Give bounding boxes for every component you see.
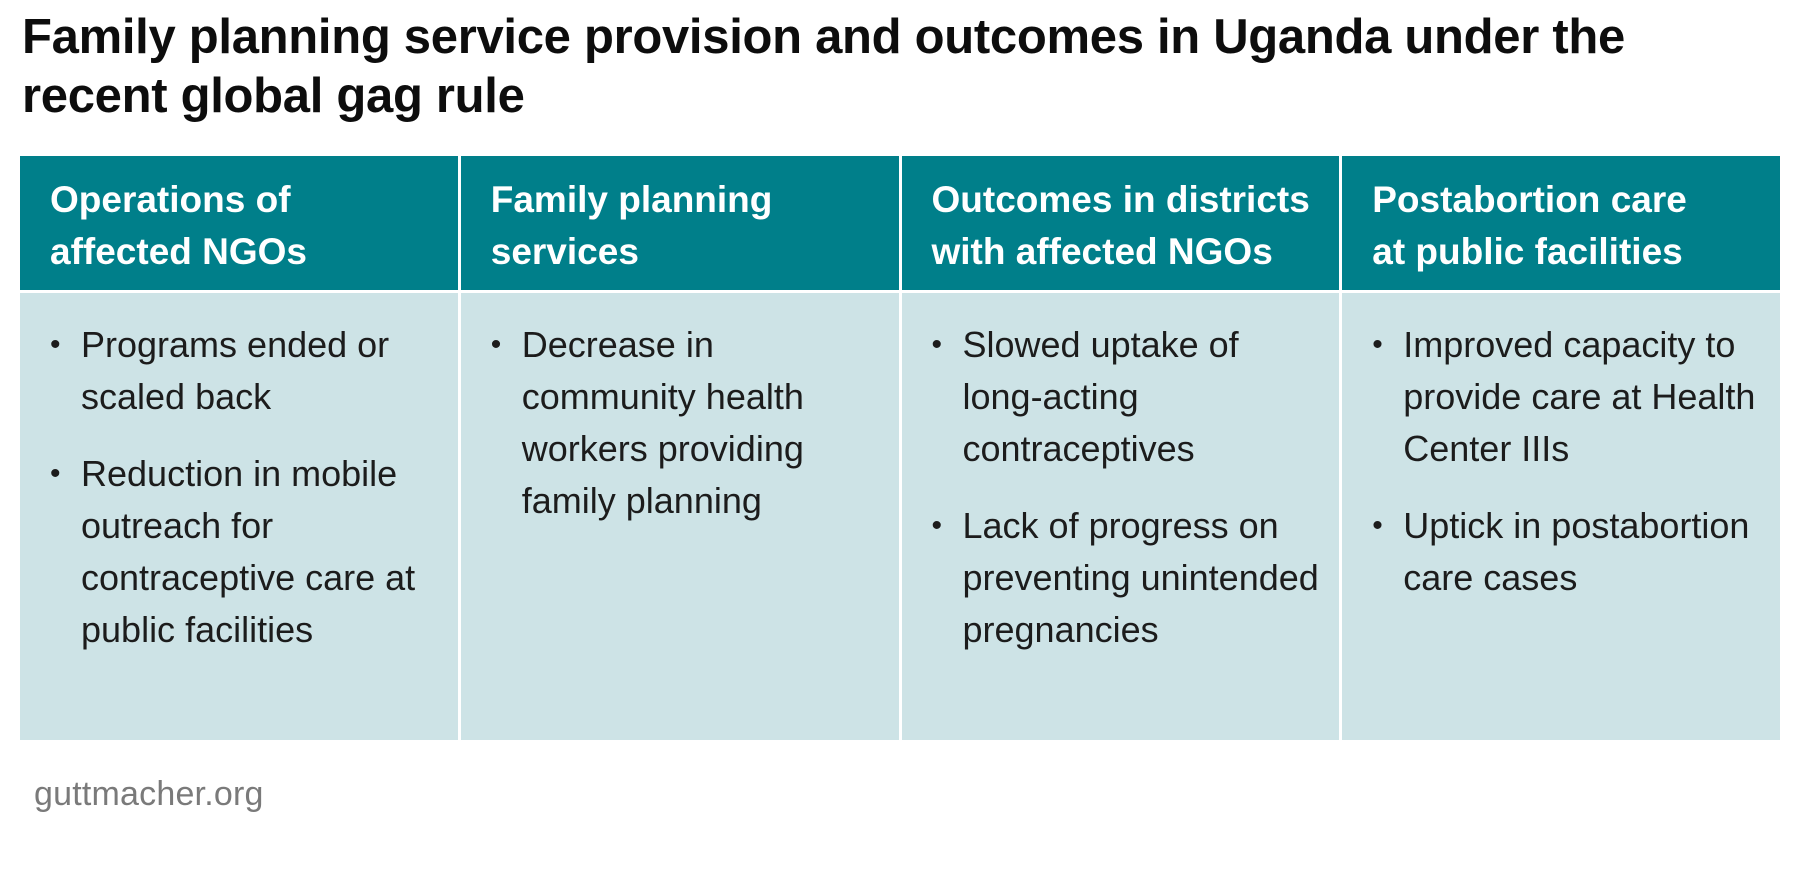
- column-header-line: services: [490, 231, 639, 272]
- bullet-list: • Improved capacity to provide care at H…: [1372, 319, 1762, 604]
- bullet-text: Decrease in community health workers pro…: [521, 324, 804, 521]
- column-body-ngo-operations: • Programs ended or scaled back • Reduct…: [20, 293, 458, 740]
- bullet-list: • Slowed uptake of long-acting contracep…: [932, 319, 1322, 656]
- column-body-family-planning-services: • Decrease in community health workers p…: [460, 293, 899, 740]
- page-title: Family planning service provision and ou…: [22, 10, 1625, 123]
- bullet-text: Uptick in postabortion care cases: [1403, 505, 1750, 598]
- bullet-text: Slowed uptake of long-acting contracepti…: [962, 324, 1239, 469]
- column-header-ngo-operations: Operations of affected NGOs: [20, 156, 458, 290]
- column-body-district-outcomes: • Slowed uptake of long-acting contracep…: [901, 293, 1340, 740]
- bullet-item: • Reduction in mobile outreach for contr…: [50, 448, 440, 656]
- bullet-list: • Programs ended or scaled back • Reduct…: [50, 319, 440, 656]
- bullet-text: Lack of progress on preventing unintende…: [962, 505, 1319, 650]
- column-header-line: affected NGOs: [50, 231, 308, 272]
- bullet-text: Reduction in mobile outreach for contrac…: [81, 453, 416, 650]
- column-header-line: at public facilities: [1372, 231, 1683, 272]
- column-header-line: Outcomes in districts: [931, 179, 1310, 220]
- bullet-icon: •: [50, 457, 61, 490]
- bullet-icon: •: [931, 509, 943, 542]
- bullet-item: • Slowed uptake of long-acting contracep…: [932, 319, 1322, 475]
- bullet-text: Improved capacity to provide care at Hea…: [1403, 324, 1756, 469]
- column-header-line: Postabortion care: [1372, 179, 1687, 220]
- column-header-family-planning-services: Family planning services: [460, 156, 899, 290]
- bullet-item: • Uptick in postabortion care cases: [1372, 500, 1762, 604]
- column-header-line: Family planning: [490, 179, 773, 220]
- bullet-icon: •: [1372, 509, 1383, 542]
- bullet-list: • Decrease in community health workers p…: [491, 319, 881, 527]
- column-header-line: Operations of: [50, 179, 291, 220]
- column-body-postabortion-care: • Improved capacity to provide care at H…: [1342, 293, 1780, 740]
- bullet-icon: •: [50, 328, 61, 361]
- source-credit: guttmacher.org: [34, 775, 264, 813]
- bullet-item: • Lack of progress on preventing uninten…: [932, 500, 1322, 656]
- summary-table: Operations of affected NGOs Family plann…: [20, 156, 1780, 740]
- bullet-item: • Improved capacity to provide care at H…: [1372, 319, 1762, 475]
- column-header-postabortion-care: Postabortion care at public facilities: [1342, 156, 1780, 290]
- bullet-text: Programs ended or scaled back: [81, 324, 390, 417]
- column-header-line: with affected NGOs: [931, 231, 1273, 272]
- bullet-icon: •: [490, 328, 502, 361]
- bullet-item: • Decrease in community health workers p…: [491, 319, 881, 527]
- bullet-icon: •: [931, 328, 943, 361]
- column-header-district-outcomes: Outcomes in districts with affected NGOs: [901, 156, 1340, 290]
- bullet-item: • Programs ended or scaled back: [50, 319, 440, 423]
- bullet-icon: •: [1372, 328, 1383, 361]
